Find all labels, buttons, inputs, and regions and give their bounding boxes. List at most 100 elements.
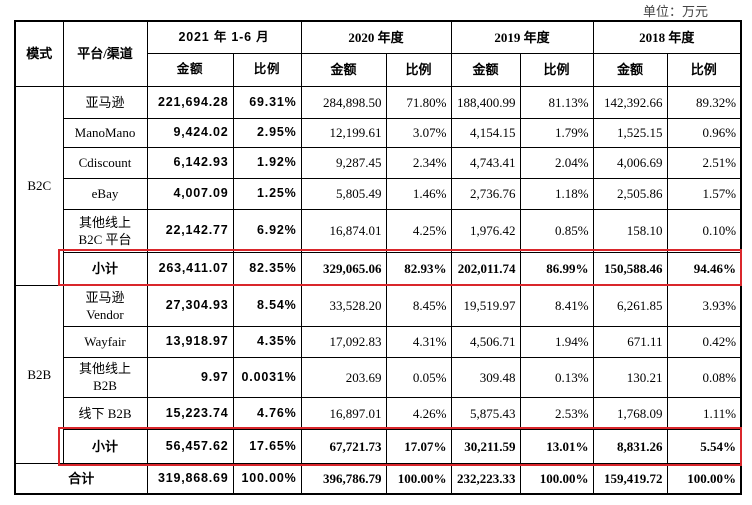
header-row: 模式 平台/渠道 2021 年 1-6 月 2020 年度 2019 年度 2018 年度 — [14, 20, 742, 87]
cell: 309.48 — [450, 356, 521, 398]
cell: eBay — [62, 177, 148, 210]
cell: 2021 年 1-6 月 — [146, 20, 302, 54]
cell: 82.35% — [232, 251, 302, 286]
data-row: B2B 亚马逊 Vendor 27,304.93 8.54% 33,528.20 8.45… — [14, 284, 742, 464]
cell: 15,223.74 — [146, 396, 234, 430]
cell: 5,805.49 — [300, 177, 387, 210]
cell: 16,874.01 — [300, 208, 387, 253]
cell: 比例 — [519, 52, 594, 87]
data-row: 其他线上 B2B 9.97 0.0031% 203.69 0.05% 309.48 0.13… — [15, 356, 742, 398]
cell: 12,199.61 — [300, 117, 387, 148]
cell: 亚马逊 Vendor — [62, 284, 148, 327]
cell: 比例 — [232, 52, 302, 87]
cell: 329,065.06 — [300, 251, 387, 286]
cell: 8.45% — [385, 284, 452, 327]
cell: 4,154.15 — [450, 117, 521, 148]
data-row: eBay 4,007.09 1.25% 5,805.49 1.46% 2,736.76 1.… — [15, 177, 742, 210]
total-row: 合计 319,868.69 100.00% 396,786.79 100.00% 232,… — [14, 462, 742, 495]
cell: 17.65% — [232, 428, 302, 464]
cell: 比例 — [666, 52, 742, 87]
cell: 27,304.93 — [146, 284, 234, 327]
cell: 22,142.77 — [146, 208, 234, 253]
cell: 金额 — [146, 52, 234, 87]
cell: 202,011.74 — [450, 251, 521, 286]
cell: 小计 — [62, 428, 148, 464]
subheader-row: 金额 比例 金额 比例 金额 比例 金额 比例 — [15, 52, 742, 87]
cell: 71.80% — [385, 85, 452, 119]
cell: 比例 — [385, 52, 452, 87]
cell: 671.11 — [592, 325, 668, 358]
cell: 2.34% — [385, 146, 452, 179]
cell: 396,786.79 — [300, 462, 387, 495]
cell: Wayfair — [62, 325, 148, 358]
cell: 1.18% — [519, 177, 594, 210]
cell: 2.04% — [519, 146, 594, 179]
subtotal-row: 小计 263,411.07 82.35% 329,065.06 82.93% 202,01… — [15, 251, 742, 286]
data-row: ManoMano 9,424.02 2.95% 12,199.61 3.07% 4,154… — [15, 117, 742, 148]
cell: 4.25% — [385, 208, 452, 253]
cell: 13,918.97 — [146, 325, 234, 358]
cell: 100.00% — [519, 462, 594, 495]
cell: 亚马逊 — [62, 85, 148, 119]
cell: 1.92% — [232, 146, 302, 179]
cell: 100.00% — [666, 462, 742, 495]
cell: 合计 — [14, 462, 148, 495]
cell: 平台/渠道 — [62, 20, 148, 87]
cell: 284,898.50 — [300, 85, 387, 119]
cell: 19,519.97 — [450, 284, 521, 327]
cell: 金额 — [450, 52, 521, 87]
cell: 2,505.86 — [592, 177, 668, 210]
cell: 159,419.72 — [592, 462, 668, 495]
cell: 金额 — [592, 52, 668, 87]
data-row: Wayfair 13,918.97 4.35% 17,092.83 4.31% 4,506… — [15, 325, 742, 358]
cell: 2,736.76 — [450, 177, 521, 210]
cell: 4.31% — [385, 325, 452, 358]
cell: 100.00% — [385, 462, 452, 495]
cell: 1,976.42 — [450, 208, 521, 253]
cell: 8.41% — [519, 284, 594, 327]
cell: B2B — [14, 284, 64, 464]
cell: 4,743.41 — [450, 146, 521, 179]
cell: 33,528.20 — [300, 284, 387, 327]
cell: 0.08% — [666, 356, 742, 398]
cell: 2.53% — [519, 396, 594, 430]
cell: 1.11% — [666, 396, 742, 430]
cell: 130.21 — [592, 356, 668, 398]
cell: 5,875.43 — [450, 396, 521, 430]
cell: 0.05% — [385, 356, 452, 398]
cell: 188,400.99 — [450, 85, 521, 119]
cell: 4,006.69 — [592, 146, 668, 179]
cell: 8.54% — [232, 284, 302, 327]
cell: 4,007.09 — [146, 177, 234, 210]
cell: 4,506.71 — [450, 325, 521, 358]
cell: 158.10 — [592, 208, 668, 253]
unit-label: 单位：万元 — [642, 4, 708, 19]
cell: 30,211.59 — [450, 428, 521, 464]
cell: 模式 — [14, 20, 64, 87]
cell: 4.76% — [232, 396, 302, 430]
cell: 69.31% — [232, 85, 302, 119]
data-row: 线下 B2B 15,223.74 4.76% 16,897.01 4.26% 5,875.… — [15, 396, 742, 430]
cell: 6,142.93 — [146, 146, 234, 179]
cell: 89.32% — [666, 85, 742, 119]
cell: 4.26% — [385, 396, 452, 430]
cell: 263,411.07 — [146, 251, 234, 286]
cell: 150,588.46 — [592, 251, 668, 286]
cell: 82.93% — [385, 251, 452, 286]
cell: 2.95% — [232, 117, 302, 148]
cell: 其他线上 B2C 平台 — [62, 208, 148, 253]
cell: ManoMano — [62, 117, 148, 148]
cell: 1.46% — [385, 177, 452, 210]
cell: 81.13% — [519, 85, 594, 119]
cell: 1,525.15 — [592, 117, 668, 148]
cell: 1,768.09 — [592, 396, 668, 430]
cell: 小计 — [62, 251, 148, 286]
cell: 0.10% — [666, 208, 742, 253]
data-row: Cdiscount 6,142.93 1.92% 9,287.45 2.34% 4,743… — [15, 146, 742, 179]
cell: 2.51% — [666, 146, 742, 179]
cell: 8,831.26 — [592, 428, 668, 464]
cell: 2019 年度 — [450, 20, 594, 54]
cell: 0.96% — [666, 117, 742, 148]
cell: 9,287.45 — [300, 146, 387, 179]
